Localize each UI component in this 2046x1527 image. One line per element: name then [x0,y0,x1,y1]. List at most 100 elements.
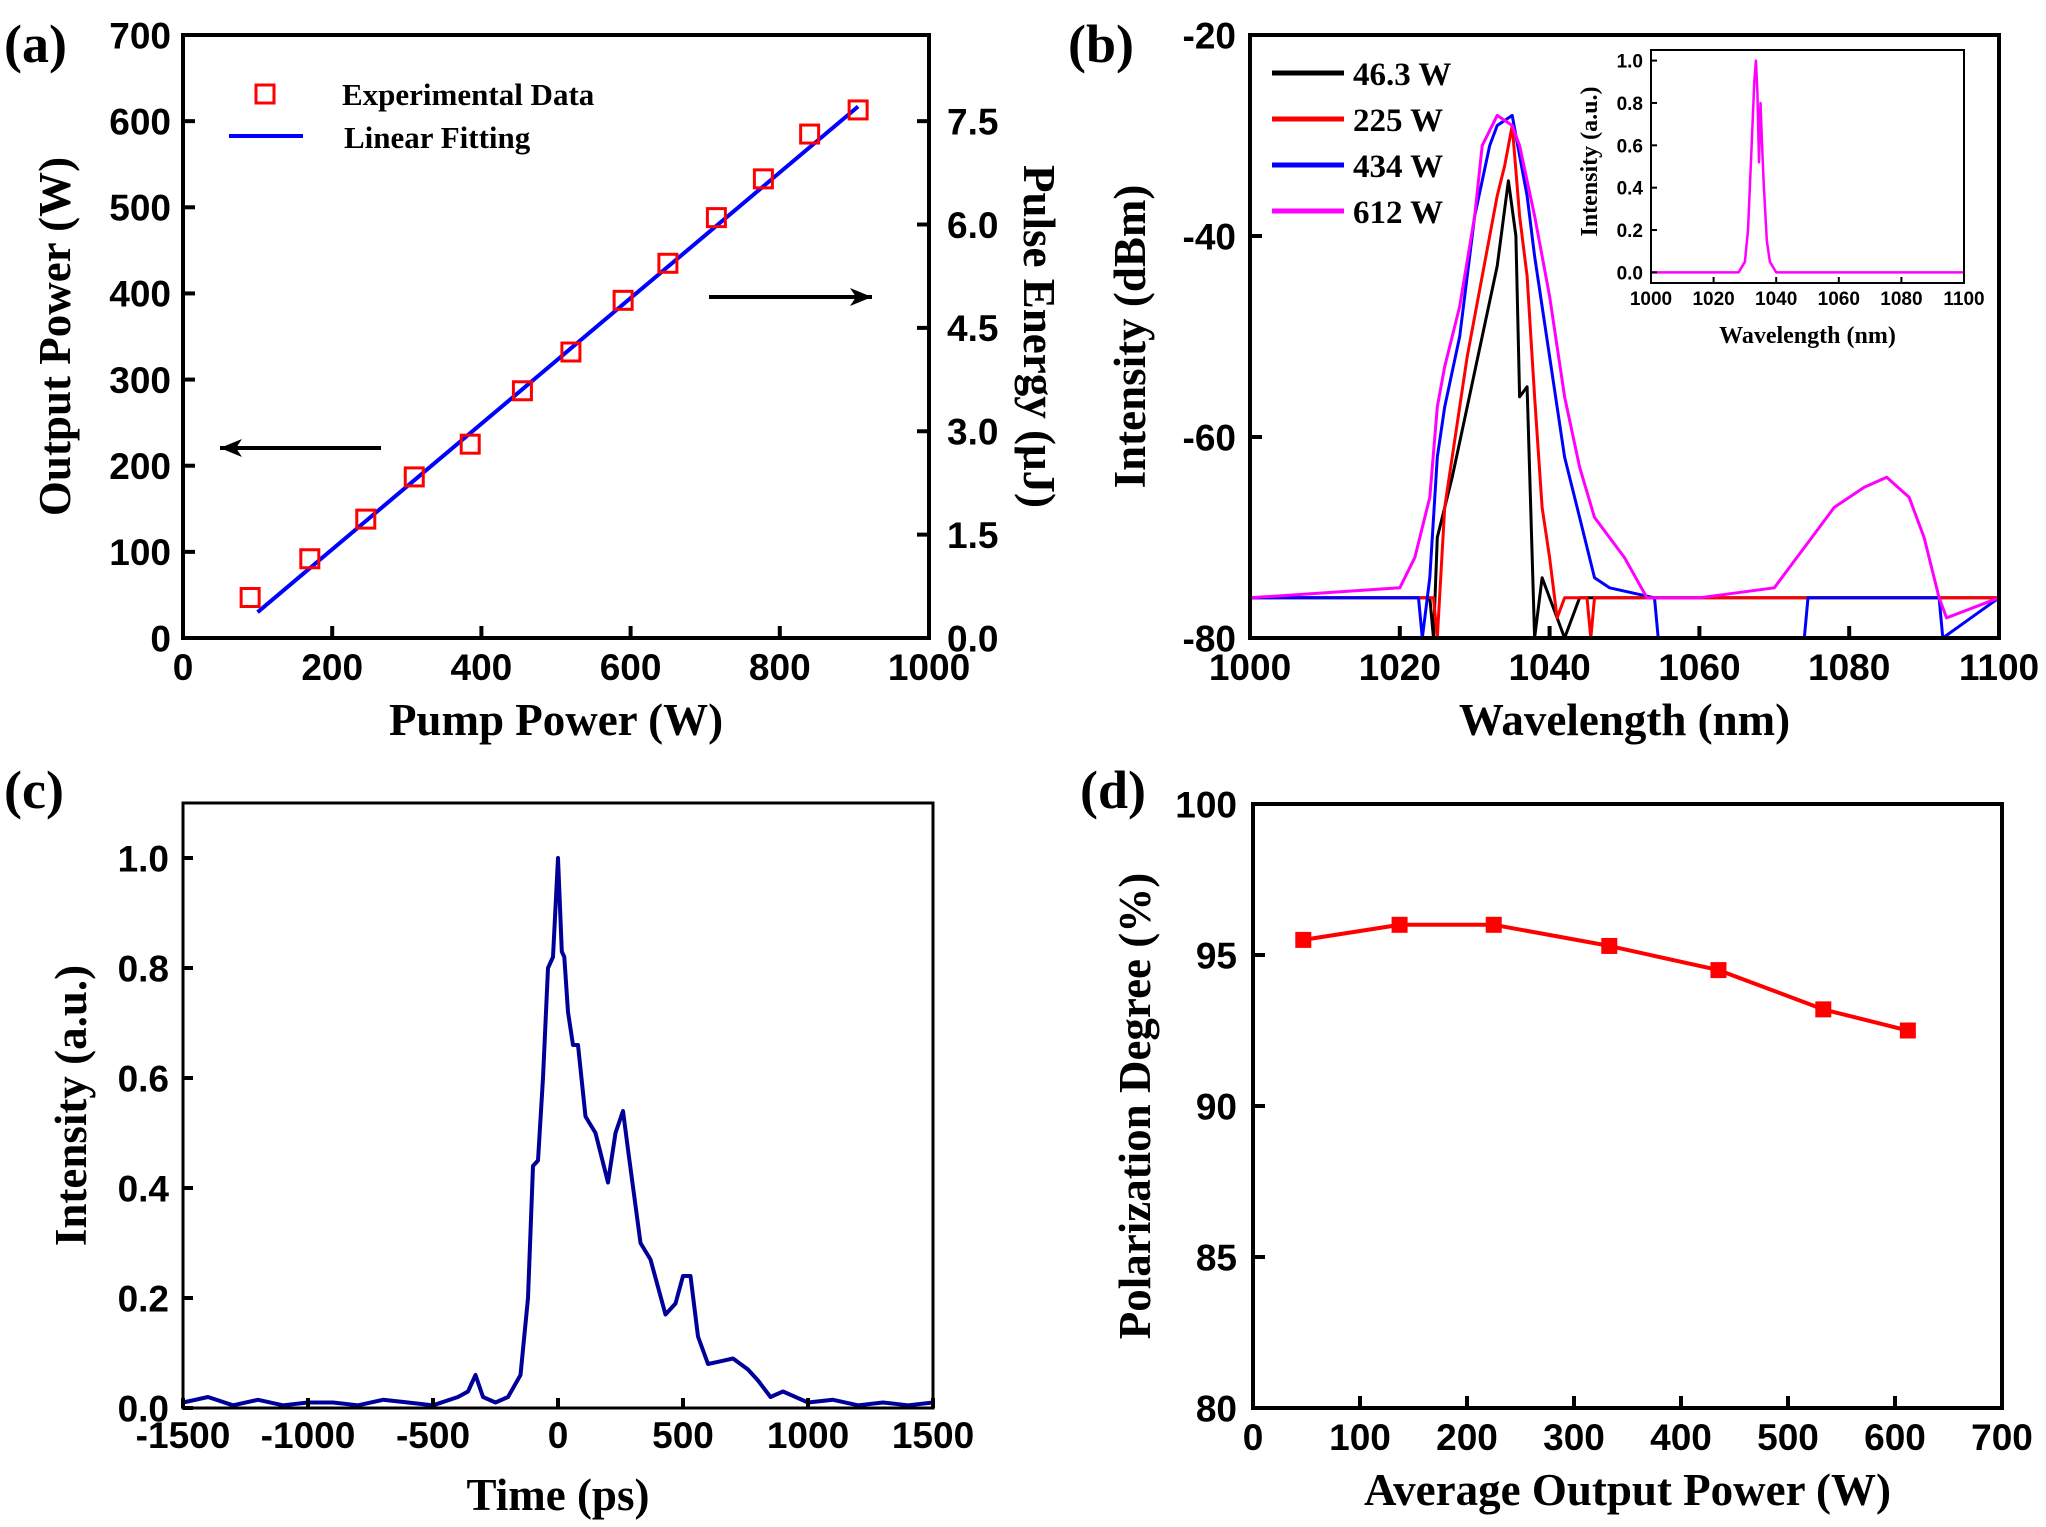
data-point [1295,931,1312,948]
x-tick-label: 1100 [1959,647,2039,688]
y-tick-label: 100 [109,532,171,573]
inset-x-tick-label: 1020 [1692,289,1734,310]
y-tick-label: 85 [1196,1237,1237,1278]
x-tick-label: 0 [548,1415,569,1456]
linear-fit-line [256,104,860,614]
x-tick-label: -500 [396,1415,470,1456]
y-tick-label: 90 [1196,1086,1237,1127]
y-tick-label: 0.4 [118,1168,170,1209]
x-tick-label: 300 [1543,1417,1605,1458]
inset-y-tick-label: 1.0 [1617,52,1643,73]
x-tick-label: 1020 [1359,647,1441,688]
x-axis-title: Time (ps) [467,1470,650,1520]
y-right-tick-label: 1.5 [947,515,998,556]
x-tick-label: 100 [1329,1417,1391,1458]
y-tick-label: 500 [109,188,171,229]
x-tick-label: 1080 [1808,647,1890,688]
y-tick-label: -20 [1183,15,1236,56]
plot-frame-a [181,33,931,640]
legend-label: Linear Fitting [344,120,531,155]
data-point [403,466,425,488]
y-tick-label: 0.8 [118,948,169,989]
y-tick-label: 600 [109,101,171,142]
data-point [1485,916,1502,933]
panel-label: (d) [1080,760,1146,820]
y-tick-label: 200 [109,446,171,487]
y-tick-label: 400 [109,274,171,315]
y-right-axis-title: Pulse Energy (μJ) [1014,165,1064,508]
y-tick-label: 0 [150,618,171,659]
y-tick-label: 80 [1196,1388,1237,1429]
x-tick-label: 600 [600,647,662,688]
data-point [511,380,533,402]
y-tick-label: 0.0 [118,1388,169,1429]
plot-frame-b [1248,33,2001,640]
panel-label: (b) [1068,14,1134,74]
x-tick-label: 500 [1757,1417,1819,1458]
x-tick-label: 600 [1864,1417,1926,1458]
data-point [752,168,774,190]
y-right-tick-label: 6.0 [947,205,998,246]
data-point [1601,937,1618,954]
data-point [355,508,377,530]
legend-label: 434 W [1353,149,1443,185]
data-point [1391,916,1408,933]
data-point [657,252,679,274]
y-right-tick-label: 0.0 [947,618,998,659]
panel-label: (a) [4,14,67,74]
pulse-trace-line [182,856,934,1408]
legend-label: Experimental Data [342,77,595,112]
y-axis-title: Intensity (a.u.) [46,965,96,1246]
data-point [612,289,634,311]
x-tick-label: 400 [1650,1417,1712,1458]
data-point [799,123,821,145]
inset-x-tick-label: 1080 [1880,289,1922,310]
x-axis-title: Average Output Power (W) [1364,1465,1891,1515]
panel-label: (c) [4,760,64,820]
x-tick-label: 200 [301,647,363,688]
x-tick-label: -1500 [136,1415,231,1456]
x-tick-label: 800 [749,647,811,688]
spectrum-line [1249,113,2000,620]
inset-x-axis-title: Wavelength (nm) [1719,323,1896,349]
inset-x-tick-label: 1060 [1818,289,1860,310]
data-point [459,433,481,455]
data-point [299,548,321,570]
y-axis-title: Polarization Degree (%) [1110,873,1160,1340]
x-tick-label: 1000 [1209,647,1291,688]
x-tick-label: 1040 [1508,647,1590,688]
y-axis-title: Intensity (dBm) [1105,185,1155,489]
y-tick-label: -40 [1183,216,1236,257]
x-axis-title: Wavelength (nm) [1459,695,1790,745]
spectrum-line [1250,124,1999,640]
y-tick-label: 1.0 [118,838,169,879]
x-tick-label: 1500 [892,1415,974,1456]
legend-marker-experimental [254,83,276,105]
y-tick-label: -80 [1183,618,1236,659]
x-tick-label: 400 [451,647,513,688]
y-tick-label: -60 [1183,417,1236,458]
inset-y-tick-label: 0.0 [1617,263,1643,284]
data-point [560,341,582,363]
data-point [705,207,727,229]
legend-label: 225 W [1353,103,1443,139]
data-point [1815,1001,1832,1018]
legend-label: 612 W [1353,195,1443,231]
data-point [847,99,869,121]
inset-x-tick-label: 1100 [1943,289,1984,310]
x-tick-label: 1000 [767,1415,849,1456]
y-axis-title: Output Power (W) [30,157,80,516]
plot-frame-d [1251,802,2004,1410]
x-tick-label: 0 [173,647,194,688]
inset-frame [1650,49,1965,284]
y-tick-label: 700 [109,15,171,56]
inset-y-tick-label: 0.2 [1617,221,1643,242]
data-point [1899,1022,1916,1039]
arrow-left-head [220,439,242,457]
y-right-tick-label: 4.5 [947,308,998,349]
x-tick-label: 1060 [1658,647,1740,688]
inset-y-tick-label: 0.4 [1617,179,1644,200]
x-tick-label: 200 [1436,1417,1498,1458]
y-tick-label: 300 [109,360,171,401]
